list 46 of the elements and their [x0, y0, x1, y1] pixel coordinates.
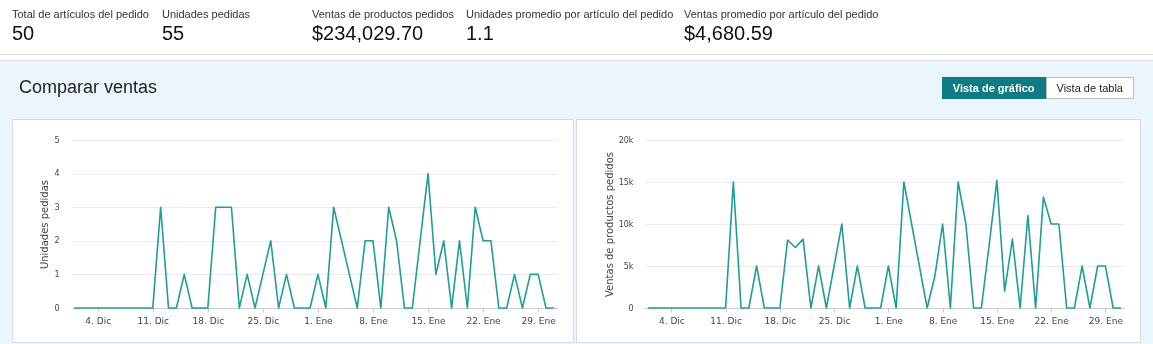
y-tick-label: 15k: [618, 177, 634, 187]
text: Ventas promedio por artículo del pedido: [684, 8, 879, 20]
x-tick-label: 8. Ene: [928, 315, 958, 326]
x-tick-label: 4. Dic: [658, 315, 685, 326]
x-tick-label: 29. Ene: [521, 315, 557, 326]
x-tick-label: 22. Ene: [466, 315, 502, 326]
x-tick-label: 1. Ene: [874, 315, 904, 326]
x-tick-label: 18. Dic: [764, 315, 797, 326]
text: Comparar ventas: [19, 77, 158, 98]
y-tick-label: 5k: [623, 261, 634, 271]
text: $234,029.70: [312, 22, 425, 45]
text: Unidades pedidas: [162, 8, 251, 20]
x-tick-label: 25. Dic: [818, 315, 851, 326]
line-series: [647, 179, 1122, 309]
x-tick-label: 1. Ene: [304, 315, 334, 326]
y-tick-label: 20k: [618, 135, 634, 145]
text: Total de artículos del pedido: [12, 8, 149, 20]
y-tick-label: 0: [628, 303, 634, 313]
text: 55: [162, 22, 186, 45]
x-tick-label: 18. Dic: [192, 315, 225, 326]
y-axis-title: Ventas de productos pedidos: [603, 152, 615, 297]
y-tick-label: 1: [54, 269, 60, 279]
line-series: [73, 172, 555, 309]
x-tick-label: 11. Dic: [710, 315, 742, 326]
y-tick-label: 0: [54, 303, 60, 313]
text: Vista de tabla: [1045, 77, 1134, 99]
text: Vista de gráfico: [941, 77, 1046, 99]
y-axis-title: Unidades pedidas: [39, 179, 51, 270]
x-tick-label: 4. Dic: [85, 315, 112, 326]
y-tick-label: 3: [54, 202, 60, 212]
x-tick-label: 15. Ene: [980, 315, 1015, 326]
text: Unidades promedio por artículo del pedido: [466, 8, 674, 20]
x-tick-label: 11. Dic: [137, 315, 170, 326]
x-tick-label: 8. Ene: [359, 315, 389, 326]
text: Ventas de productos pedidos: [312, 8, 454, 20]
text: 50: [12, 22, 36, 45]
x-tick-label: 29. Ene: [1088, 315, 1124, 326]
y-tick-label: 2: [54, 236, 60, 246]
y-tick-label: 10k: [618, 219, 634, 229]
text: $4,680.59: [684, 22, 774, 45]
x-tick-label: 22. Ene: [1034, 315, 1070, 326]
text: 1.1: [466, 22, 495, 45]
y-tick-label: 5: [54, 135, 60, 145]
x-tick-label: 15. Ene: [411, 315, 447, 326]
y-tick-label: 4: [54, 169, 60, 179]
x-tick-label: 25. Dic: [247, 315, 280, 326]
